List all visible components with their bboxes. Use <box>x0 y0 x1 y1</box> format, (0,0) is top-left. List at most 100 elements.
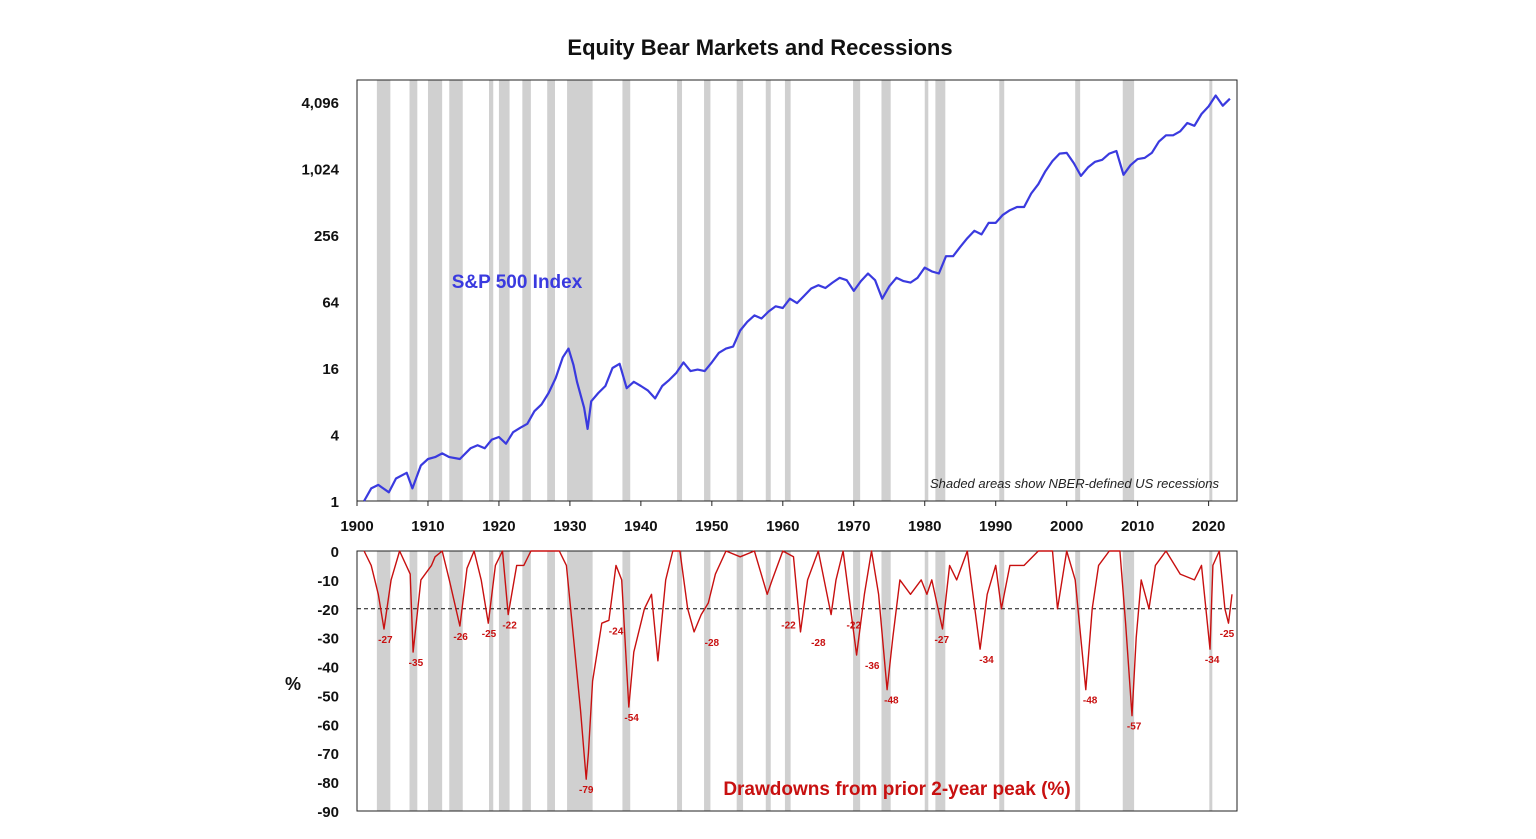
bottom-y-axis-label: % <box>285 674 301 694</box>
recession-band <box>522 551 531 811</box>
x-tick-label: 1960 <box>766 518 799 535</box>
x-tick-label: 1990 <box>979 518 1012 535</box>
top-y-tick-label: 16 <box>322 361 339 378</box>
chart-title: Equity Bear Markets and Recessions <box>567 35 952 60</box>
recession-band <box>547 551 555 811</box>
x-tick-label: 1910 <box>411 518 444 535</box>
top-y-tick-label: 64 <box>322 295 339 312</box>
bottom-y-tick-label: -50 <box>317 688 339 705</box>
recession-band <box>1075 80 1081 501</box>
drawdown-value-label: -22 <box>502 621 517 632</box>
drawdown-value-label: -28 <box>705 638 720 649</box>
x-tick-label: 1930 <box>553 518 586 535</box>
recession-band <box>567 80 593 501</box>
drawdown-value-label: -48 <box>1083 696 1098 707</box>
recession-band <box>622 551 631 811</box>
sp500-series-line <box>363 94 1231 502</box>
sp500-panel: 1 4 16 64 256 1,024 4,096 1900 1910 1920 1930 1940… <box>301 79 1238 535</box>
recession-band <box>489 80 494 501</box>
recession-band <box>547 80 555 501</box>
recession-band <box>924 80 929 501</box>
recession-band <box>498 551 510 811</box>
recession-band <box>1209 80 1213 501</box>
drawdown-panel: 0-10-20-30-40-50-60-70-80-90 -27-35-26 -2… <box>285 544 1238 821</box>
recession-band <box>409 551 418 811</box>
sp500-series-label: S&P 500 Index <box>452 272 583 293</box>
top-y-tick-label: 1 <box>331 494 339 511</box>
top-y-tick-label: 256 <box>314 228 339 245</box>
bottom-y-tick-label: -80 <box>317 775 339 792</box>
bottom-y-tick-label: -60 <box>317 717 339 734</box>
bottom-y-tick-label: -30 <box>317 631 339 648</box>
drawdown-value-label: -22 <box>847 621 862 632</box>
top-y-tick-label: 4,096 <box>301 95 339 112</box>
recession-band <box>935 551 946 811</box>
top-recession-bands <box>376 80 1213 501</box>
top-y-axis: 1 4 16 64 256 1,024 4,096 <box>301 95 339 511</box>
top-plot-frame <box>356 79 1238 502</box>
x-tick-label: 1940 <box>624 518 657 535</box>
drawdown-value-label: -26 <box>453 632 468 643</box>
top-y-tick-label: 4 <box>331 428 340 445</box>
bottom-y-tick-label: -10 <box>317 573 339 590</box>
recession-band <box>784 80 791 501</box>
recession-band <box>427 80 443 501</box>
drawdown-value-label: -36 <box>865 661 880 672</box>
bottom-plot-frame <box>356 550 1238 812</box>
top-y-tick-label: 1,024 <box>301 162 339 179</box>
bottom-y-axis: 0 -10 -20 -30 -40 -50 -60 -70 -80 -90 <box>317 544 339 821</box>
drawdown-series-line <box>363 550 1233 780</box>
drawdown-value-label: -48 <box>884 696 899 707</box>
recession-band <box>924 551 929 811</box>
recession-band <box>736 551 744 811</box>
x-tick-label: 2000 <box>1050 518 1083 535</box>
recession-band <box>736 80 744 501</box>
recession-band <box>704 551 711 811</box>
recession-band <box>498 80 510 501</box>
drawdown-value-label: -27 <box>935 635 950 646</box>
recession-band <box>853 80 861 501</box>
drawdown-value-label: -28 <box>811 638 826 649</box>
recession-band <box>853 551 861 811</box>
x-tick-label: 1950 <box>695 518 728 535</box>
recession-band <box>765 551 771 811</box>
bottom-y-tick-label: -70 <box>317 746 339 763</box>
recession-band <box>1075 551 1081 811</box>
recession-band <box>427 551 443 811</box>
drawdown-value-label: -24 <box>609 626 624 637</box>
drawdown-value-label: -34 <box>979 655 994 666</box>
recession-band <box>449 551 463 811</box>
bottom-y-tick-label: -90 <box>317 804 339 821</box>
recession-band <box>376 80 391 501</box>
recession-band <box>622 80 631 501</box>
drawdown-series-label: Drawdowns from prior 2-year peak (%) <box>723 779 1070 800</box>
recession-band <box>784 551 791 811</box>
x-tick-label: 1980 <box>908 518 941 535</box>
recession-band <box>1122 80 1135 501</box>
drawdown-value-label: -54 <box>624 713 639 724</box>
recession-band <box>704 80 711 501</box>
drawdown-value-label: -25 <box>1220 629 1235 640</box>
drawdown-value-label: -57 <box>1127 722 1142 733</box>
recession-band <box>522 80 531 501</box>
bottom-y-tick-label: -20 <box>317 602 339 619</box>
recession-band <box>935 80 946 501</box>
bottom-y-tick-label: 0 <box>331 544 339 561</box>
recession-band <box>449 80 463 501</box>
recession-band <box>567 551 593 811</box>
x-tick-label: 1920 <box>482 518 515 535</box>
recession-band <box>677 80 683 501</box>
x-tick-label: 2010 <box>1121 518 1154 535</box>
drawdown-value-label: -34 <box>1205 655 1220 666</box>
recession-band <box>677 551 683 811</box>
drawdown-value-label: -22 <box>781 621 796 632</box>
drawdown-value-label: -79 <box>579 785 594 796</box>
drawdown-value-label: -27 <box>378 635 393 646</box>
x-tick-label: 1900 <box>340 518 373 535</box>
x-tick-label: 1970 <box>837 518 870 535</box>
recession-band <box>999 80 1005 501</box>
recession-band <box>1209 551 1213 811</box>
recession-note: Shaded areas show NBER-defined US recess… <box>930 476 1220 491</box>
drawdown-labels: -27 -35 -26 -25 -22 -79 -24 -54 -28 -22 -28 -22 -36 -… <box>378 621 1235 797</box>
x-axis: 1900 1910 1920 1930 1940 1950 1960 1970 1980 1990… <box>340 501 1225 535</box>
